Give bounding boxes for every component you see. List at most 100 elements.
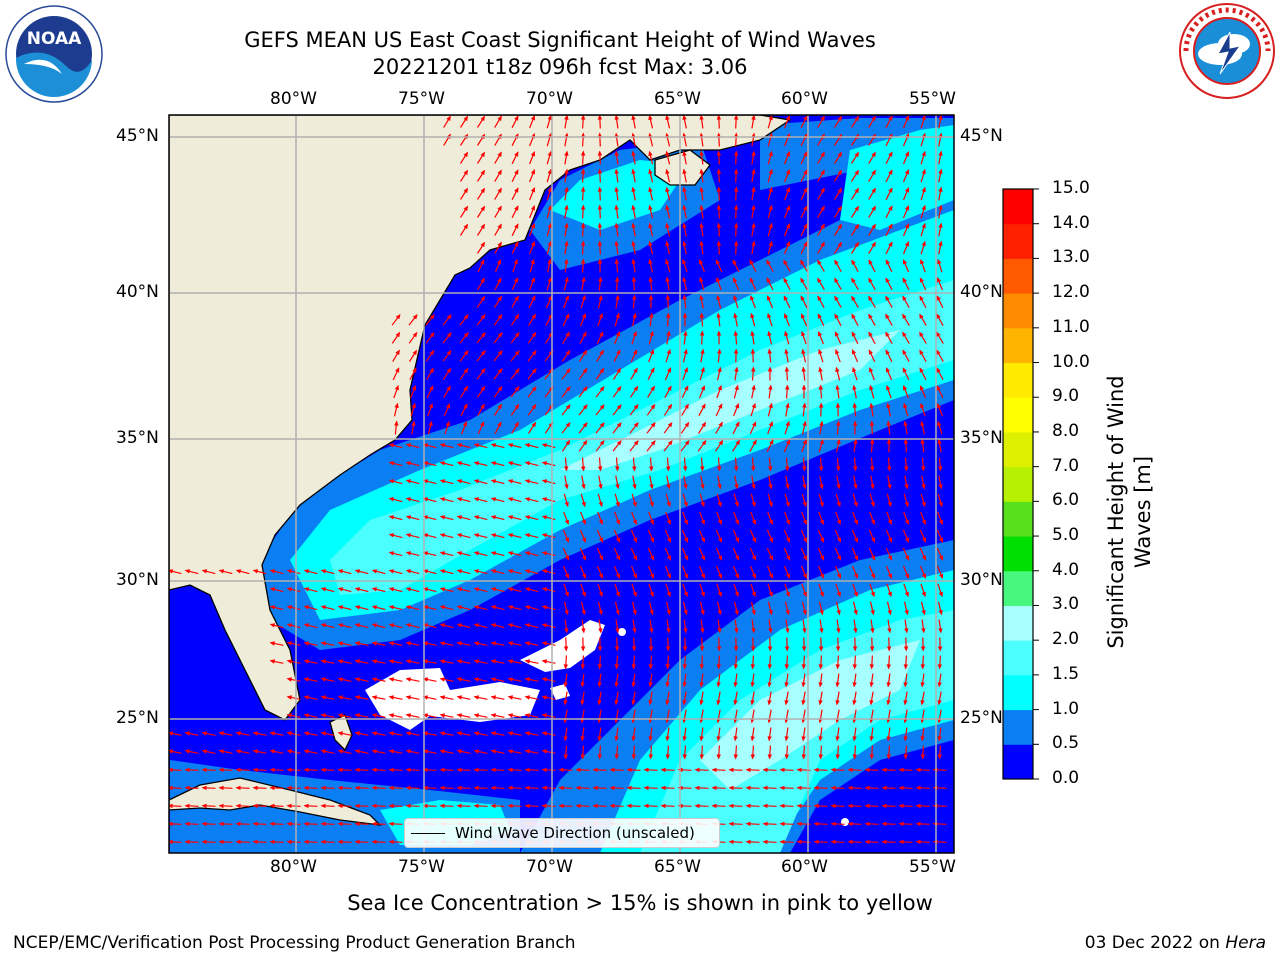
wave-direction-arrow: [524, 515, 539, 521]
wave-direction-arrow: [868, 151, 876, 164]
wave-direction-arrow: [920, 511, 926, 525]
wave-direction-arrow: [751, 240, 756, 255]
wave-direction-arrow: [902, 205, 910, 219]
wave-direction-arrow: [647, 529, 655, 543]
wave-direction-arrow: [561, 439, 571, 452]
wave-direction-arrow: [663, 403, 673, 416]
wave-direction-arrow: [597, 204, 603, 219]
wave-direction-arrow: [716, 240, 722, 255]
wave-direction-arrow: [439, 479, 454, 485]
wave-direction-arrow: [631, 115, 636, 129]
wave-direction-arrow: [733, 511, 739, 525]
wave-direction-arrow: [751, 204, 756, 219]
wave-direction-arrow: [664, 367, 672, 381]
wave-direction-arrow: [920, 402, 926, 417]
wave-direction-arrow: [869, 402, 874, 417]
wave-direction-arrow: [581, 457, 586, 472]
wave-direction-arrow: [507, 443, 522, 449]
wave-direction-arrow: [767, 222, 773, 237]
wave-direction-arrow: [802, 402, 807, 417]
wave-direction-arrow: [681, 403, 689, 416]
colorbar-segment: [1003, 605, 1033, 641]
wave-direction-arrow: [614, 511, 620, 525]
wave-direction-arrow: [546, 240, 552, 255]
wave-direction-arrow: [597, 258, 603, 273]
wave-direction-arrow: [663, 422, 673, 434]
wave-direction-arrow: [561, 349, 571, 362]
wave-direction-arrow: [476, 169, 486, 182]
wave-direction-arrow: [473, 479, 488, 485]
wave-direction-arrow: [836, 475, 841, 490]
wave-direction-arrow: [615, 294, 620, 309]
wave-direction-arrow: [459, 350, 469, 362]
wave-direction-arrow: [835, 366, 841, 381]
wave-direction-arrow: [716, 493, 722, 508]
wave-direction-arrow: [510, 368, 520, 380]
wave-direction-arrow: [507, 551, 522, 557]
wave-direction-arrow: [629, 440, 639, 452]
wave-direction-arrow: [885, 349, 893, 363]
wave-direction-arrow: [716, 186, 722, 201]
wave-direction-arrow: [612, 422, 622, 434]
wave-direction-arrow: [819, 457, 824, 472]
wave-direction-arrow: [615, 475, 620, 490]
wave-direction-arrow: [733, 330, 738, 345]
wave-direction-arrow: [732, 259, 740, 273]
wave-direction-arrow: [734, 366, 739, 381]
wave-direction-arrow: [631, 330, 637, 345]
wave-direction-arrow: [885, 367, 893, 381]
wave-direction-arrow: [733, 348, 739, 363]
wave-direction-arrow: [476, 314, 486, 326]
wave-direction-arrow: [938, 475, 943, 490]
wave-direction-arrow: [868, 529, 876, 543]
wave-direction-arrow: [902, 529, 910, 543]
wave-direction-arrow: [507, 497, 522, 503]
wave-direction-arrow: [459, 115, 469, 128]
wave-direction-arrow: [716, 312, 721, 327]
wave-direction-arrow: [596, 529, 604, 543]
wave-direction-arrow: [490, 443, 505, 449]
wave-direction-arrow: [405, 461, 420, 467]
wave-direction-arrow: [631, 204, 636, 219]
wave-direction-arrow: [427, 420, 433, 435]
wave-direction-arrow: [631, 222, 636, 237]
wave-direction-arrow: [631, 511, 637, 525]
wave-direction-arrow: [578, 349, 588, 362]
wave-direction-arrow: [614, 493, 620, 508]
wave-direction-arrow: [510, 386, 520, 398]
wave-direction-arrow: [749, 439, 757, 452]
wave-direction-arrow: [750, 348, 756, 363]
wave-direction-arrow: [614, 186, 619, 201]
wave-direction-arrow: [734, 457, 739, 472]
wave-direction-arrow: [631, 240, 636, 255]
wave-direction-arrow: [629, 385, 639, 398]
sea-ice-caption: Sea Ice Concentration > 15% is shown in …: [347, 891, 933, 915]
wave-direction-arrow: [937, 403, 943, 417]
colorbar-segment: [1003, 431, 1033, 468]
wave-direction-arrow: [490, 569, 505, 575]
wave-direction-arrow: [561, 368, 571, 380]
wave-direction-arrow: [902, 277, 910, 291]
wave-direction-arrow: [648, 294, 654, 309]
wave-direction-arrow: [460, 403, 468, 417]
wave-direction-arrow: [903, 438, 908, 453]
wave-direction-arrow: [664, 547, 672, 561]
wave-direction-arrow: [630, 529, 638, 543]
wave-band-2.0-3.0: [560, 330, 920, 790]
wave-direction-arrow: [698, 403, 706, 416]
wave-direction-arrow: [715, 421, 723, 434]
colorbar-tick-label: 1.5: [1052, 663, 1080, 684]
wave-direction-arrow: [886, 402, 891, 417]
wave-direction-arrow: [391, 314, 401, 326]
wave-direction-arrow: [715, 259, 723, 273]
wave-direction-arrow: [561, 386, 571, 398]
colorbar-segment: [1003, 397, 1033, 433]
wave-direction-arrow: [870, 438, 875, 453]
wave-direction-arrow: [410, 402, 416, 417]
wave-direction-arrow: [868, 331, 876, 344]
wave-direction-arrow: [801, 420, 807, 435]
wave-direction-arrow: [648, 349, 654, 363]
wave-direction-arrow: [439, 497, 454, 503]
wave-direction-arrow: [750, 402, 756, 417]
wave-direction-arrow: [833, 115, 843, 128]
